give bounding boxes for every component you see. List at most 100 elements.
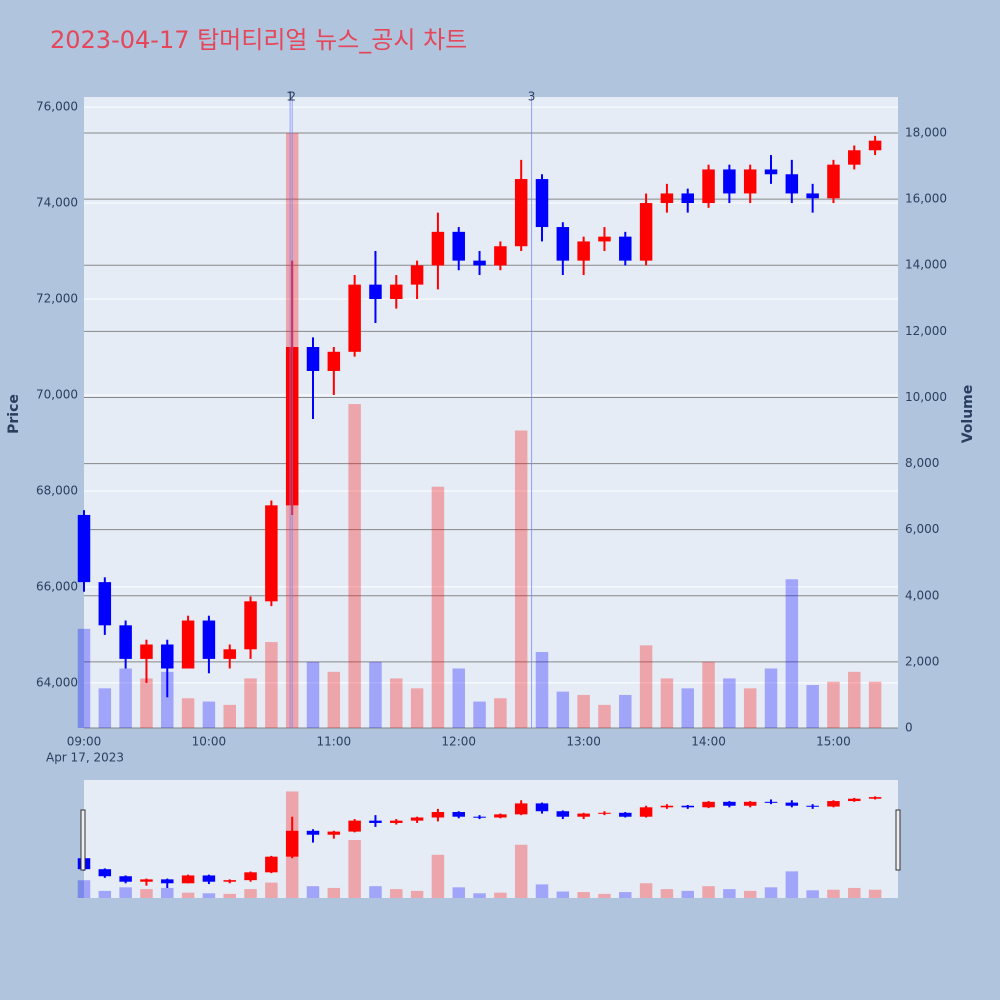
candle-body xyxy=(556,227,570,261)
volume-bar xyxy=(161,671,174,728)
volume-bar xyxy=(514,430,528,728)
volume-bar xyxy=(244,889,257,898)
volume-bar xyxy=(452,887,465,898)
volume-bar xyxy=(202,893,216,898)
chart-title: 2023-04-17 탑머티리얼 뉴스_공시 차트 xyxy=(50,26,467,54)
candle-body xyxy=(223,880,236,882)
candle-body xyxy=(452,812,465,817)
volume-bar xyxy=(598,893,611,898)
volume-bar xyxy=(806,685,819,728)
candle-body xyxy=(98,869,112,877)
x-tick-label: 15:00 xyxy=(816,735,851,749)
range-slider[interactable] xyxy=(84,780,898,898)
candle-body xyxy=(140,644,153,659)
plot-area xyxy=(84,97,898,728)
candle-body xyxy=(431,812,445,818)
volume-bar xyxy=(348,404,361,728)
candle-body xyxy=(660,193,674,204)
volume-bar xyxy=(119,668,132,728)
volume-bar xyxy=(494,892,507,898)
candle-body xyxy=(348,284,361,352)
candle-body xyxy=(764,169,778,175)
slider-handle[interactable] xyxy=(80,809,86,871)
candle-body xyxy=(369,284,382,300)
volume-bar xyxy=(306,661,320,728)
volume-bar xyxy=(223,893,236,898)
candle-body xyxy=(848,798,861,802)
x-tick-label: 14:00 xyxy=(691,735,726,749)
candle-body xyxy=(848,150,861,165)
candle-body xyxy=(702,169,715,204)
volume-bar xyxy=(723,678,736,728)
candle-body xyxy=(452,231,465,261)
volume-bar xyxy=(619,694,632,728)
candle-body xyxy=(723,169,736,194)
volume-bar xyxy=(306,886,320,898)
candle-body xyxy=(785,174,799,194)
volume-bar xyxy=(535,884,549,898)
volume-bar xyxy=(743,688,757,728)
candle-body xyxy=(764,801,778,803)
slider-handle[interactable] xyxy=(895,809,901,871)
candle-body xyxy=(577,813,590,817)
volume-bar xyxy=(473,893,486,898)
volume-bar xyxy=(723,889,736,898)
candle-body xyxy=(306,830,320,835)
x-tick-label: 09:00 xyxy=(67,735,102,749)
volume-bar xyxy=(369,886,382,898)
volume-bar xyxy=(348,839,361,898)
volume-bar xyxy=(827,681,840,728)
candle-body xyxy=(181,620,195,669)
volume-bar xyxy=(702,661,715,728)
annotation-label: 3 xyxy=(528,90,536,104)
volume-bar xyxy=(410,890,424,898)
volume-bar xyxy=(369,661,382,728)
candle-body xyxy=(514,803,528,815)
candle-body xyxy=(265,505,278,602)
volume-bar xyxy=(452,668,465,728)
volume-bar xyxy=(77,628,91,728)
candle-body xyxy=(77,514,91,583)
x-tick-label: 11:00 xyxy=(317,735,352,749)
volume-bar xyxy=(390,678,403,728)
x-date-label: Apr 17, 2023 xyxy=(46,751,124,765)
candle-body xyxy=(598,812,611,814)
y2-axis-title: Volume xyxy=(960,385,976,444)
y-tick-label: 76,000 xyxy=(36,100,78,114)
volume-bar xyxy=(202,701,216,728)
candle-body xyxy=(494,246,507,266)
candle-body xyxy=(868,140,882,151)
volume-bar xyxy=(868,889,882,898)
candle-body xyxy=(306,347,320,371)
volume-bar xyxy=(119,887,132,898)
candle-body xyxy=(431,231,445,266)
candle-body xyxy=(743,801,757,806)
volume-bar xyxy=(98,688,112,728)
y2-tick-label: 2,000 xyxy=(905,654,939,668)
volume-bar xyxy=(494,698,507,728)
candle-body xyxy=(702,801,715,808)
candle-body xyxy=(98,582,112,626)
y2-tick-label: 18,000 xyxy=(905,126,947,140)
candle-body xyxy=(827,164,840,199)
y2-tick-label: 12,000 xyxy=(905,324,947,338)
volume-bar xyxy=(681,688,694,728)
candle-body xyxy=(223,649,236,659)
y-tick-label: 68,000 xyxy=(36,483,78,497)
volume-bar xyxy=(98,890,112,898)
candle-body xyxy=(327,351,341,371)
y-tick-label: 74,000 xyxy=(36,196,78,210)
y2-tick-label: 10,000 xyxy=(905,390,947,404)
volume-bar xyxy=(390,889,403,898)
candle-body xyxy=(119,876,132,882)
volume-bar xyxy=(660,678,674,728)
y2-tick-label: 16,000 xyxy=(905,192,947,206)
volume-bar xyxy=(702,886,715,898)
candle-body xyxy=(785,802,799,806)
volume-bar xyxy=(223,704,236,728)
y-tick-label: 72,000 xyxy=(36,292,78,306)
volume-bar xyxy=(848,671,861,728)
candle-body xyxy=(119,625,132,659)
y-axis-title: Price xyxy=(6,394,22,434)
volume-bar xyxy=(764,668,778,728)
